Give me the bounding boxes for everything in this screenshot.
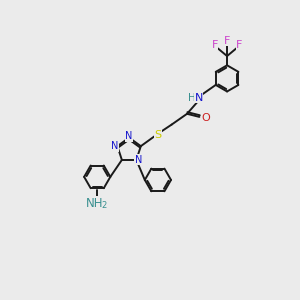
Text: NH: NH xyxy=(86,196,104,209)
Text: F: F xyxy=(236,40,243,50)
Text: 2: 2 xyxy=(101,201,107,210)
Text: F: F xyxy=(212,40,218,50)
Text: H: H xyxy=(188,93,196,103)
Text: S: S xyxy=(154,130,161,140)
Text: O: O xyxy=(201,113,210,123)
Text: N: N xyxy=(125,131,133,141)
Text: N: N xyxy=(194,93,203,103)
Text: F: F xyxy=(224,36,230,46)
Text: N: N xyxy=(111,141,119,151)
Text: N: N xyxy=(135,155,142,165)
